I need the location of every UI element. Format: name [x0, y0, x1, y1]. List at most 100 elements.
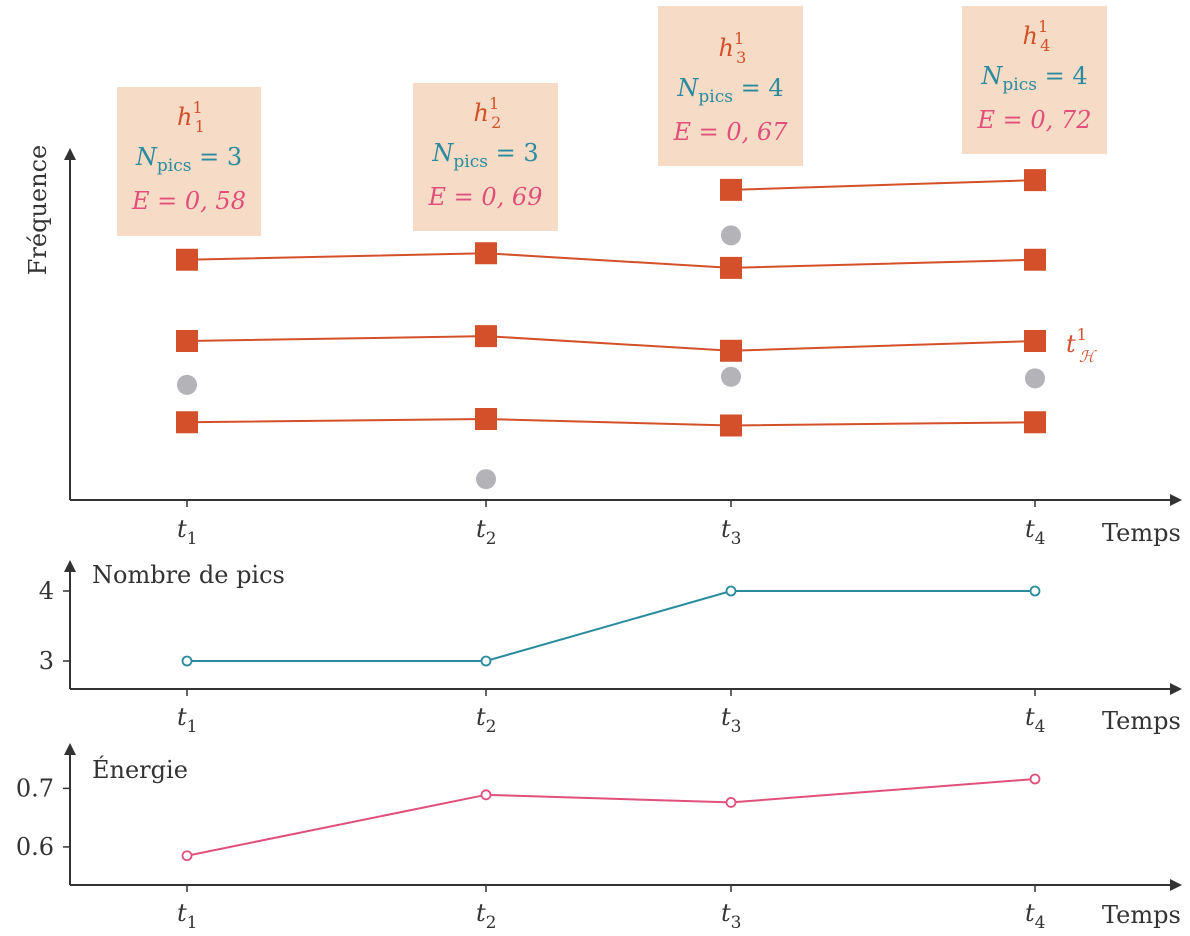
- energy-x-tick-label: t2: [476, 899, 496, 931]
- energy-x-tick-label-t: t: [721, 899, 731, 927]
- frequency-y-label: Fréquence: [24, 145, 52, 275]
- peaks-marker: [725, 585, 737, 597]
- track-marker: [176, 411, 198, 434]
- info-box-h-letter: h: [1023, 22, 1038, 50]
- peaks-x-tick-label-sub: 4: [1035, 717, 1046, 737]
- energy-x-tick-label-t: t: [177, 899, 187, 927]
- frequency-x-tick-label-t: t: [177, 515, 187, 543]
- peaks-x-tick-label-sub: 3: [731, 717, 742, 737]
- energy-marker: [1029, 773, 1041, 785]
- info-box-h-sub: 3: [736, 48, 746, 67]
- info-box-e-1: E = 0, 58: [131, 187, 246, 215]
- info-box-h-sup: 1: [192, 98, 202, 117]
- info-box-n-letter: N: [980, 62, 1003, 90]
- peaks-y-tick-label: 4: [39, 577, 54, 605]
- energy-x-tick-label-sub: 4: [1035, 913, 1046, 931]
- peaks-y-axis-arrow: [64, 560, 76, 572]
- info-box-h-2: h1 2: [474, 94, 502, 132]
- peaks-x-tick-label: t4: [1025, 703, 1045, 737]
- energy-line: [186, 778, 1036, 857]
- frequency-x-label: Temps: [1102, 519, 1181, 547]
- info-box-n-letter: N: [135, 143, 158, 171]
- info-box-h-sub: 1: [195, 117, 205, 136]
- peaks-x-tick-label-sub: 2: [486, 717, 497, 737]
- frequency-x-tick-label: t2: [476, 515, 496, 549]
- energy-x-tick-label: t4: [1025, 899, 1045, 931]
- frequency-x-ticks: t1 t2 t3 t 4: [177, 500, 1045, 549]
- peaks-x-tick-label-sub: 1: [187, 717, 198, 737]
- track-line-2: [186, 335, 1036, 352]
- track-marker: [1024, 248, 1046, 271]
- peaks-y-ticks: 34: [39, 577, 70, 675]
- noise-point: [476, 469, 496, 490]
- frequency-y-axis-arrow: [64, 148, 76, 160]
- energy-title: Énergie: [92, 755, 188, 784]
- energy-y-ticks: 0.6 0.7: [16, 774, 70, 861]
- peaks-x-tick-label: t2: [476, 703, 496, 737]
- frequency-x-tick-label-sub: 1: [187, 529, 198, 549]
- track-label-t: t: [1066, 330, 1076, 358]
- peaks-x-tick-label-t: t: [721, 703, 731, 731]
- frequency-tracks: [176, 169, 1046, 437]
- energy-x-axis-arrow: [1170, 879, 1182, 891]
- track-marker: [475, 408, 497, 430]
- track-marker: [1024, 169, 1046, 192]
- track-marker: [720, 178, 742, 201]
- info-box-h-sup: 1: [1038, 17, 1048, 36]
- track-marker: [475, 242, 497, 265]
- peaks-series: [181, 585, 1041, 667]
- noise-point: [177, 374, 197, 395]
- energy-series: [181, 773, 1041, 862]
- track-marker: [720, 339, 742, 362]
- track-marker: [1024, 330, 1046, 352]
- noise-point: [721, 225, 741, 246]
- peaks-x-label: Temps: [1102, 707, 1181, 735]
- peaks-x-ticks: t1 t2 t3 t4: [177, 689, 1045, 737]
- track-marker: [720, 414, 742, 437]
- info-box-n-eq: = 3: [191, 143, 242, 171]
- peaks-y-tick-label: 3: [39, 647, 54, 675]
- track-label-sup: 1: [1077, 325, 1087, 344]
- frequency-x-tick-label-sub: 4: [1035, 529, 1046, 549]
- info-box-h-sub: 4: [1040, 36, 1050, 55]
- info-box-2: [413, 83, 558, 231]
- info-box-4: [962, 6, 1107, 154]
- info-box-n-sub: pics: [453, 152, 488, 172]
- info-box-h-letter: h: [474, 99, 489, 127]
- track-line-4: [730, 179, 1036, 191]
- info-box-h-sup: 1: [489, 94, 499, 113]
- track-label-sub: ℋ: [1079, 347, 1097, 366]
- info-box-h-letter: h: [177, 103, 192, 131]
- peaks-chart: Nombre de pics Temps 34 t1 t2 t3 t4: [39, 560, 1182, 737]
- track-label: t1 ℋ: [1066, 325, 1097, 366]
- info-box-n-3: Npics = 4: [676, 74, 783, 107]
- frequency-x-axis-arrow: [1170, 494, 1182, 506]
- info-box-n-4: Npics = 4: [980, 62, 1087, 95]
- info-box-n-letter: N: [676, 74, 699, 102]
- energy-x-tick-label: t3: [721, 899, 741, 931]
- energy-marker: [480, 789, 492, 801]
- frequency-x-tick-label: t3: [721, 515, 741, 549]
- info-box-n-eq: = 4: [1037, 62, 1088, 90]
- peaks-x-tick-label: t1: [177, 703, 197, 737]
- info-box-h-4: h1 4: [1023, 17, 1051, 55]
- energy-y-tick-label: 0.6: [16, 833, 54, 861]
- energy-x-ticks: t1 t2 t3 t4: [177, 885, 1045, 933]
- info-box-n-sub: pics: [1002, 75, 1037, 95]
- frequency-x-tick-label: t1: [177, 515, 197, 549]
- info-box-1: [117, 87, 261, 236]
- info-box-h-3: h1 3: [719, 29, 747, 67]
- peaks-x-tick-label-t: t: [1025, 703, 1035, 731]
- info-box-n-eq: = 3: [488, 139, 539, 167]
- energy-x-tick-label-t: t: [476, 899, 486, 927]
- peaks-marker: [480, 655, 492, 667]
- info-box-h-1: h1 1: [177, 98, 205, 136]
- peaks-marker: [1029, 585, 1041, 597]
- info-box-n-sub: pics: [698, 87, 733, 107]
- peaks-x-tick-label-t: t: [177, 703, 187, 731]
- peaks-marker: [181, 655, 193, 667]
- info-box-n-sub: pics: [157, 156, 192, 176]
